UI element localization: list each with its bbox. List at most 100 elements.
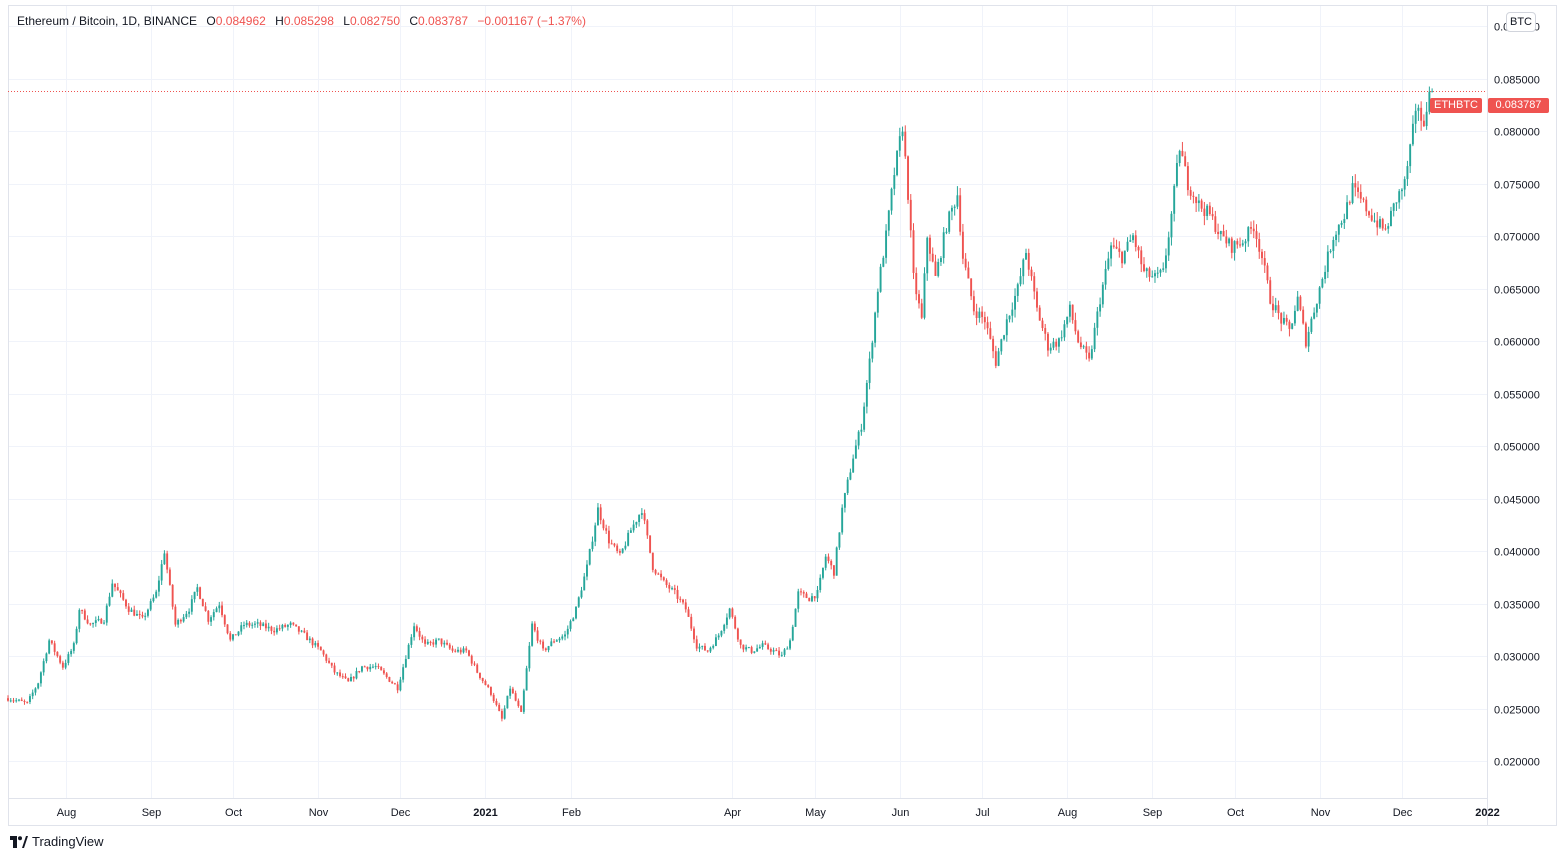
tradingview-brand[interactable]: TradingView (10, 834, 104, 849)
candle-body (182, 617, 185, 622)
candle-body (1302, 309, 1305, 324)
currency-unit-button[interactable]: BTC (1506, 12, 1536, 32)
candle-body (53, 643, 56, 652)
y-tick-label: 0.020000 (1494, 757, 1540, 769)
price-axis[interactable]: 0.0900000.0850000.0800000.0750000.070000… (1494, 22, 1540, 769)
grid-lines (8, 5, 1488, 798)
candle-body (1068, 304, 1071, 317)
candle-body (168, 569, 171, 585)
candle-body (240, 625, 243, 632)
candle-body (1137, 246, 1140, 251)
candle-body (709, 647, 712, 652)
candle-body (1143, 264, 1145, 272)
candle-body (725, 617, 728, 625)
candle-body (1085, 346, 1088, 353)
candle-body (1159, 269, 1162, 273)
candle-body (1057, 338, 1060, 347)
candle-body (70, 650, 73, 655)
candle-body (967, 267, 970, 279)
candle-body (1337, 224, 1340, 235)
x-tick-label: Oct (1227, 807, 1244, 819)
candle-body (308, 638, 311, 641)
chart-legend: Ethereum / Bitcoin, 1D, BINANCE O0.08496… (17, 14, 586, 28)
candle-body (753, 651, 756, 653)
candle-body (204, 606, 207, 611)
candle-body (275, 628, 278, 633)
candle-body (1411, 123, 1414, 145)
candle-body (520, 705, 523, 712)
x-tick-label: Dec (1393, 807, 1413, 819)
x-tick-label: Oct (225, 807, 242, 819)
candle-body (1206, 205, 1209, 217)
candle-body (1406, 166, 1409, 180)
candle-body (396, 684, 399, 691)
candle-body (528, 645, 531, 669)
candle-body (1030, 269, 1033, 277)
candle-body (827, 556, 830, 561)
candle-body (742, 644, 745, 650)
candle-body (190, 599, 193, 612)
candle-body (566, 628, 569, 635)
candle-body (618, 551, 621, 553)
candle-body (994, 351, 997, 366)
candle-body (706, 650, 709, 652)
candle-body (253, 623, 256, 625)
candle-body (369, 666, 372, 670)
candle-body (48, 640, 51, 654)
candle-body (470, 655, 473, 664)
candle-body (336, 672, 339, 674)
candle-body (1365, 199, 1368, 212)
candle-body (767, 644, 770, 649)
candle-body (223, 615, 226, 625)
candle-body (989, 328, 992, 339)
candle-body (1222, 230, 1225, 237)
candle-body (1313, 312, 1316, 319)
candle-body (586, 564, 588, 577)
candle-body (1178, 150, 1181, 164)
candle-body (426, 641, 429, 644)
candle-body (821, 567, 824, 578)
candle-body (212, 612, 215, 618)
candle-body (841, 507, 844, 533)
candle-body (934, 261, 937, 276)
candle-body (347, 678, 350, 682)
candle-body (50, 640, 53, 644)
x-tick-label: Jul (975, 807, 989, 819)
legend-symbol[interactable]: Ethereum / Bitcoin, 1D, BINANCE (17, 14, 198, 28)
candle-body (531, 623, 534, 646)
candle-body (330, 662, 333, 666)
candle-body (1154, 273, 1156, 277)
candle-body (572, 618, 575, 622)
candle-body (1104, 268, 1107, 285)
candle-body (651, 552, 654, 570)
time-axis[interactable]: Aug Sep Oct Nov Dec 2021 Feb Apr May Jun Jul Aug Sep… (57, 807, 1500, 819)
candle-body (1063, 324, 1066, 338)
candle-body (1282, 317, 1285, 324)
candle-body (1005, 319, 1008, 336)
candle-body (31, 692, 34, 697)
candle-body (813, 596, 816, 599)
symbol-badge: ETHBTC (1430, 98, 1482, 113)
x-tick-label: Aug (57, 807, 77, 819)
candle-body (454, 650, 457, 652)
candle-body (575, 606, 577, 619)
candle-body (311, 638, 314, 646)
candle-body (1354, 183, 1357, 188)
candle-body (306, 632, 309, 641)
candle-body (640, 513, 643, 515)
candle-body (668, 584, 671, 589)
candle-body (975, 311, 978, 318)
candle-body (487, 685, 490, 688)
candle-body (616, 545, 619, 552)
candle-body (358, 671, 361, 673)
candle-body (1381, 219, 1384, 229)
candle-body (462, 648, 465, 653)
candle-body (86, 619, 89, 624)
candle-body (1167, 237, 1170, 256)
candle-body (1025, 252, 1027, 260)
candle-body (525, 668, 528, 691)
candle-body (698, 646, 701, 649)
x-tick-label: Dec (391, 807, 411, 819)
candle-body (1151, 276, 1154, 278)
